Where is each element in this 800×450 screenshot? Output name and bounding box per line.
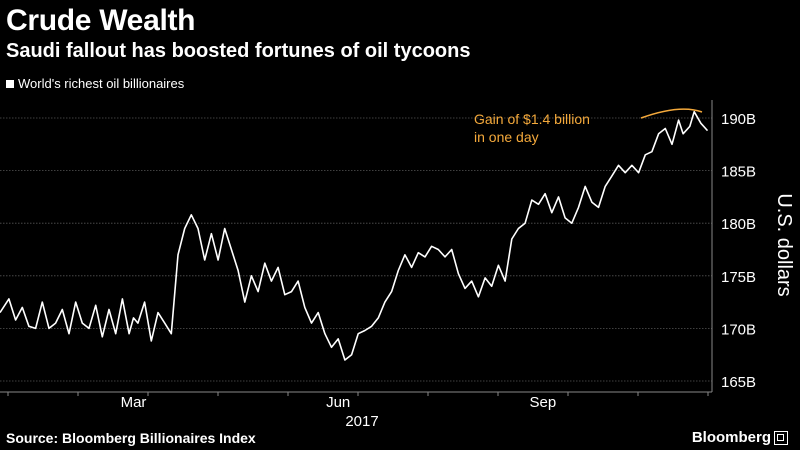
brand-mark-icon [774, 430, 788, 445]
axes [0, 100, 713, 396]
y-tick-label: 185B [721, 164, 756, 181]
annotation-arc [640, 108, 703, 119]
brand-logo: Bloomberg [692, 429, 788, 446]
x-tick-label: Mar [121, 394, 147, 411]
x-tick-label: Sep [530, 394, 557, 411]
y-tick-label: 175B [721, 269, 756, 286]
y-axis-label: U.S. dollars [773, 193, 795, 296]
annotation-text-line-1: Gain of $1.4 billion [474, 111, 590, 127]
legend-swatch [6, 79, 14, 88]
legend-label: World's richest oil billionaires [18, 76, 185, 91]
y-tick-label: 170B [721, 321, 756, 338]
legend: World's richest oil billionaires [6, 76, 184, 91]
x-tick-label: Jun [326, 394, 350, 411]
brand-name: Bloomberg [691, 429, 771, 446]
y-tick-label: 180B [721, 216, 756, 233]
chart-title: Crude Wealth [6, 4, 196, 37]
y-tick-labels: 165B 170B 175B 180B 185B 190B [721, 111, 756, 391]
series-line [0, 110, 709, 361]
x-tick-labels: Mar Jun Sep [121, 394, 557, 411]
source-note: Source: Bloomberg Billionaires Index [6, 430, 256, 446]
y-tick-label: 165B [721, 374, 756, 391]
y-tick-label: 190B [721, 111, 756, 128]
annotation-text-line-2: in one day [474, 129, 539, 145]
series-lines [0, 110, 709, 361]
annotation: Gain of $1.4 billion in one day [474, 108, 703, 145]
chart-subtitle: Saudi fallout has boosted fortunes of oi… [6, 40, 471, 62]
x-axis-year-label: 2017 [345, 413, 378, 430]
